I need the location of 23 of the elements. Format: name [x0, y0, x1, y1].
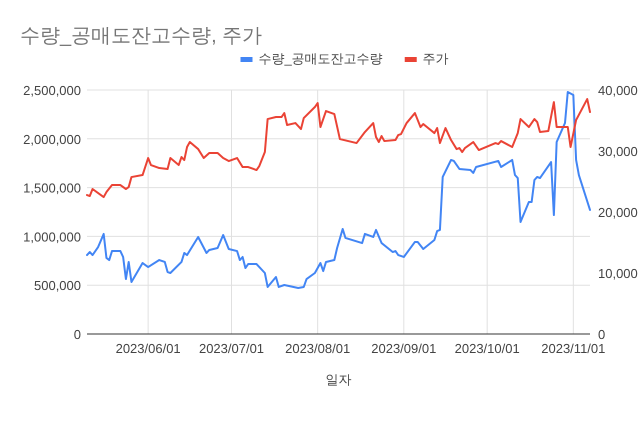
- x-axis-title: 일자: [326, 372, 352, 387]
- x-tick-label: 2023/10/01: [454, 341, 520, 356]
- x-tick-label: 2023/06/01: [116, 341, 181, 356]
- y-tick-label: 2,500,000: [23, 83, 81, 98]
- y-tick-label: 0: [74, 327, 81, 342]
- y2-tick-label: 40,000: [598, 83, 638, 98]
- x-tick-label: 2023/09/01: [371, 341, 436, 356]
- legend-label: 주가: [422, 51, 449, 66]
- y-tick-label: 1,500,000: [23, 180, 81, 196]
- y-tick-label: 1,000,000: [23, 229, 81, 244]
- y2-tick-label: 30,000: [598, 144, 638, 159]
- x-tick-label: 2023/11/01: [541, 341, 606, 356]
- x-tick-label: 2023/08/01: [285, 341, 350, 356]
- y-tick-label: 2,000,000: [23, 132, 81, 147]
- legend-label: 수량_공매도잔고수량: [258, 51, 383, 66]
- line-series: [86, 90, 591, 290]
- x-tick-label: 2023/07/01: [198, 341, 264, 356]
- y2-tick-label: 0: [598, 327, 606, 342]
- chart-title: 수량_공매도잔고수량, 주가: [20, 25, 262, 47]
- y2-tick-label: 10,000: [598, 266, 638, 281]
- y-tick-label: 500,000: [34, 278, 81, 294]
- y2-tick-label: 20,000: [598, 205, 638, 220]
- line-series: [86, 98, 591, 198]
